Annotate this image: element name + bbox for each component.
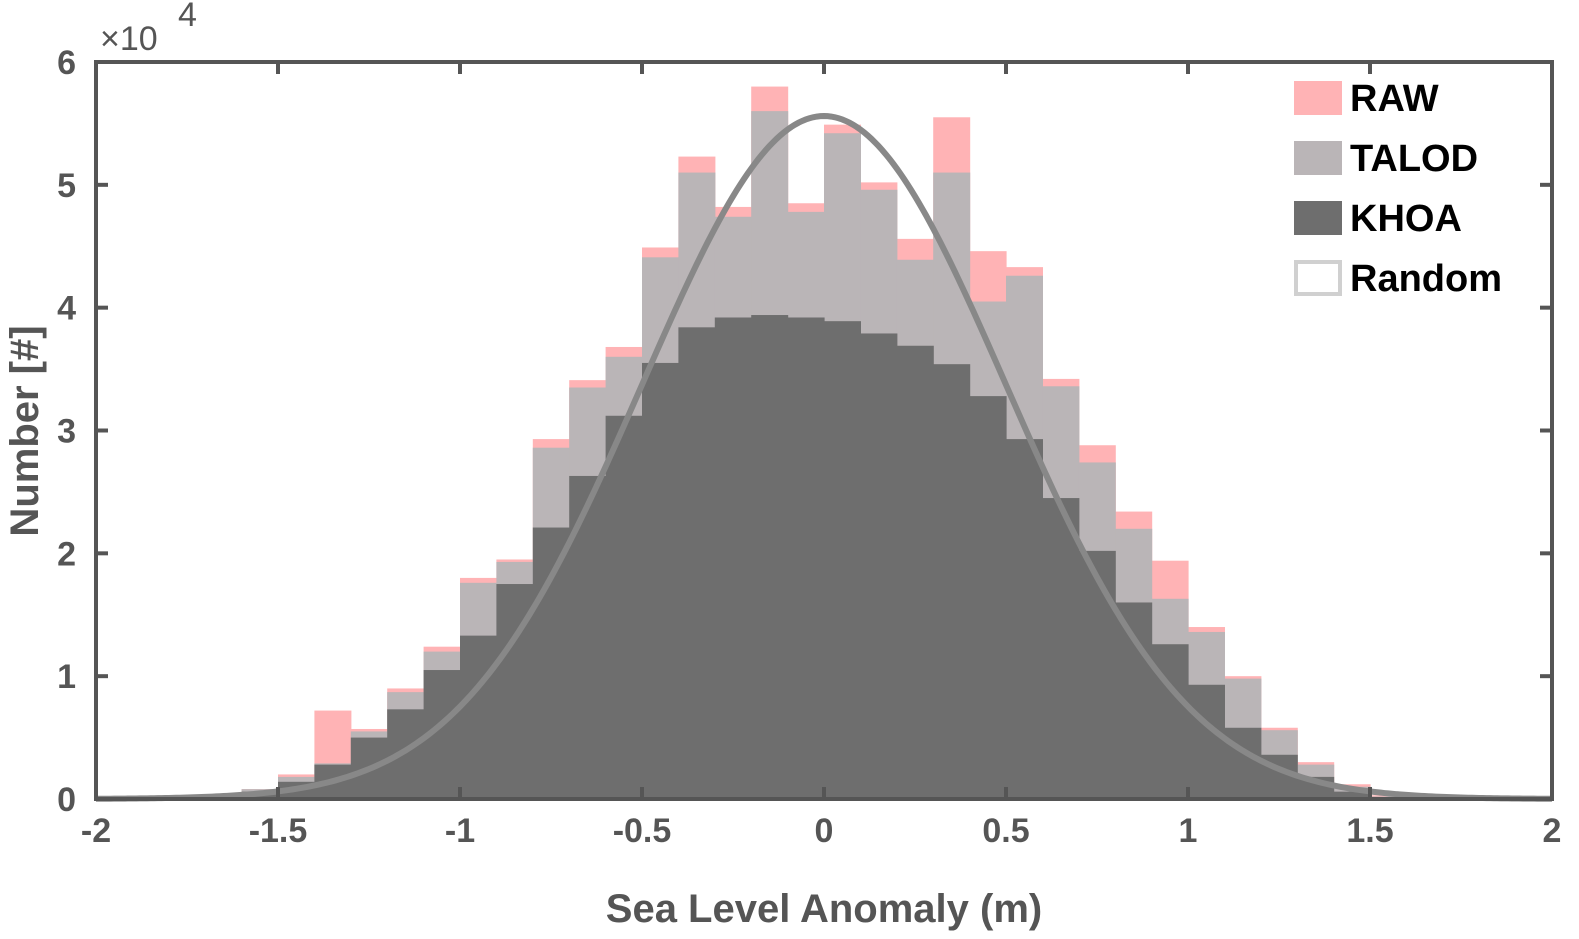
x-tick-label: 0 [815, 812, 834, 850]
y-axis-ticks: 0 1 2 3 4 5 6 [57, 44, 1552, 819]
y-tick-label: 6 [57, 44, 76, 82]
x-tick-label: 1.5 [1346, 812, 1393, 850]
y-tick-label: 0 [57, 781, 76, 819]
y-tick-label: 3 [57, 413, 76, 451]
x-tick-label: -1.5 [249, 812, 308, 850]
khoa-bar [787, 317, 825, 799]
khoa-bar [969, 396, 1007, 799]
khoa-bar [933, 364, 971, 799]
y-tick-label: 2 [57, 535, 76, 573]
khoa-bar [1078, 550, 1116, 799]
y-tick-label: 4 [57, 290, 76, 328]
khoa-bar [860, 333, 898, 799]
x-tick-label: 2 [1543, 812, 1562, 850]
y-exponent-base: ×10 [100, 20, 158, 58]
khoa-bar [1115, 602, 1153, 799]
y-tick-label: 5 [57, 167, 76, 205]
khoa-bar [605, 415, 643, 799]
x-tick-label: 0.5 [982, 812, 1029, 850]
khoa-bar [1042, 498, 1080, 799]
y-exponent-power: 4 [178, 0, 197, 34]
khoa-bar [1188, 684, 1225, 799]
legend-label-talod: TALOD [1350, 138, 1478, 180]
legend-label-raw: RAW [1350, 78, 1439, 120]
x-tick-label: -0.5 [613, 812, 672, 850]
legend: RAW TALOD KHOA Random [1294, 78, 1502, 300]
khoa-bar [387, 709, 425, 799]
khoa-bar [532, 527, 570, 799]
khoa-bar [460, 635, 497, 799]
legend-label-khoa: KHOA [1350, 198, 1462, 240]
x-axis-title: Sea Level Anomaly (m) [606, 887, 1042, 931]
x-tick-label: -1 [445, 812, 475, 850]
x-axis-ticks: -2 -1.5 -1 -0.5 0 0.5 1 1.5 2 [81, 62, 1562, 850]
khoa-bar [569, 475, 607, 799]
x-tick-label: 1 [1179, 812, 1198, 850]
khoa-bar [1006, 439, 1043, 799]
khoa-bar [751, 315, 789, 799]
legend-label-random: Random [1350, 258, 1502, 300]
khoa-bar [1224, 727, 1262, 799]
khoa-bar [714, 317, 752, 799]
y-axis-title: Number [#] [3, 325, 47, 536]
legend-swatch-talod [1294, 141, 1342, 175]
khoa-bar [678, 327, 716, 799]
khoa-bar [824, 321, 861, 799]
khoa-bar [896, 345, 934, 799]
khoa-bar [1333, 791, 1371, 799]
random-distribution-curve [95, 113, 1553, 802]
legend-swatch-raw [1294, 81, 1342, 115]
legend-swatch-random [1294, 260, 1342, 296]
legend-swatch-khoa [1294, 201, 1342, 235]
x-tick-label: -2 [81, 812, 111, 850]
khoa-bar [642, 362, 679, 799]
y-tick-label: 1 [57, 658, 76, 696]
